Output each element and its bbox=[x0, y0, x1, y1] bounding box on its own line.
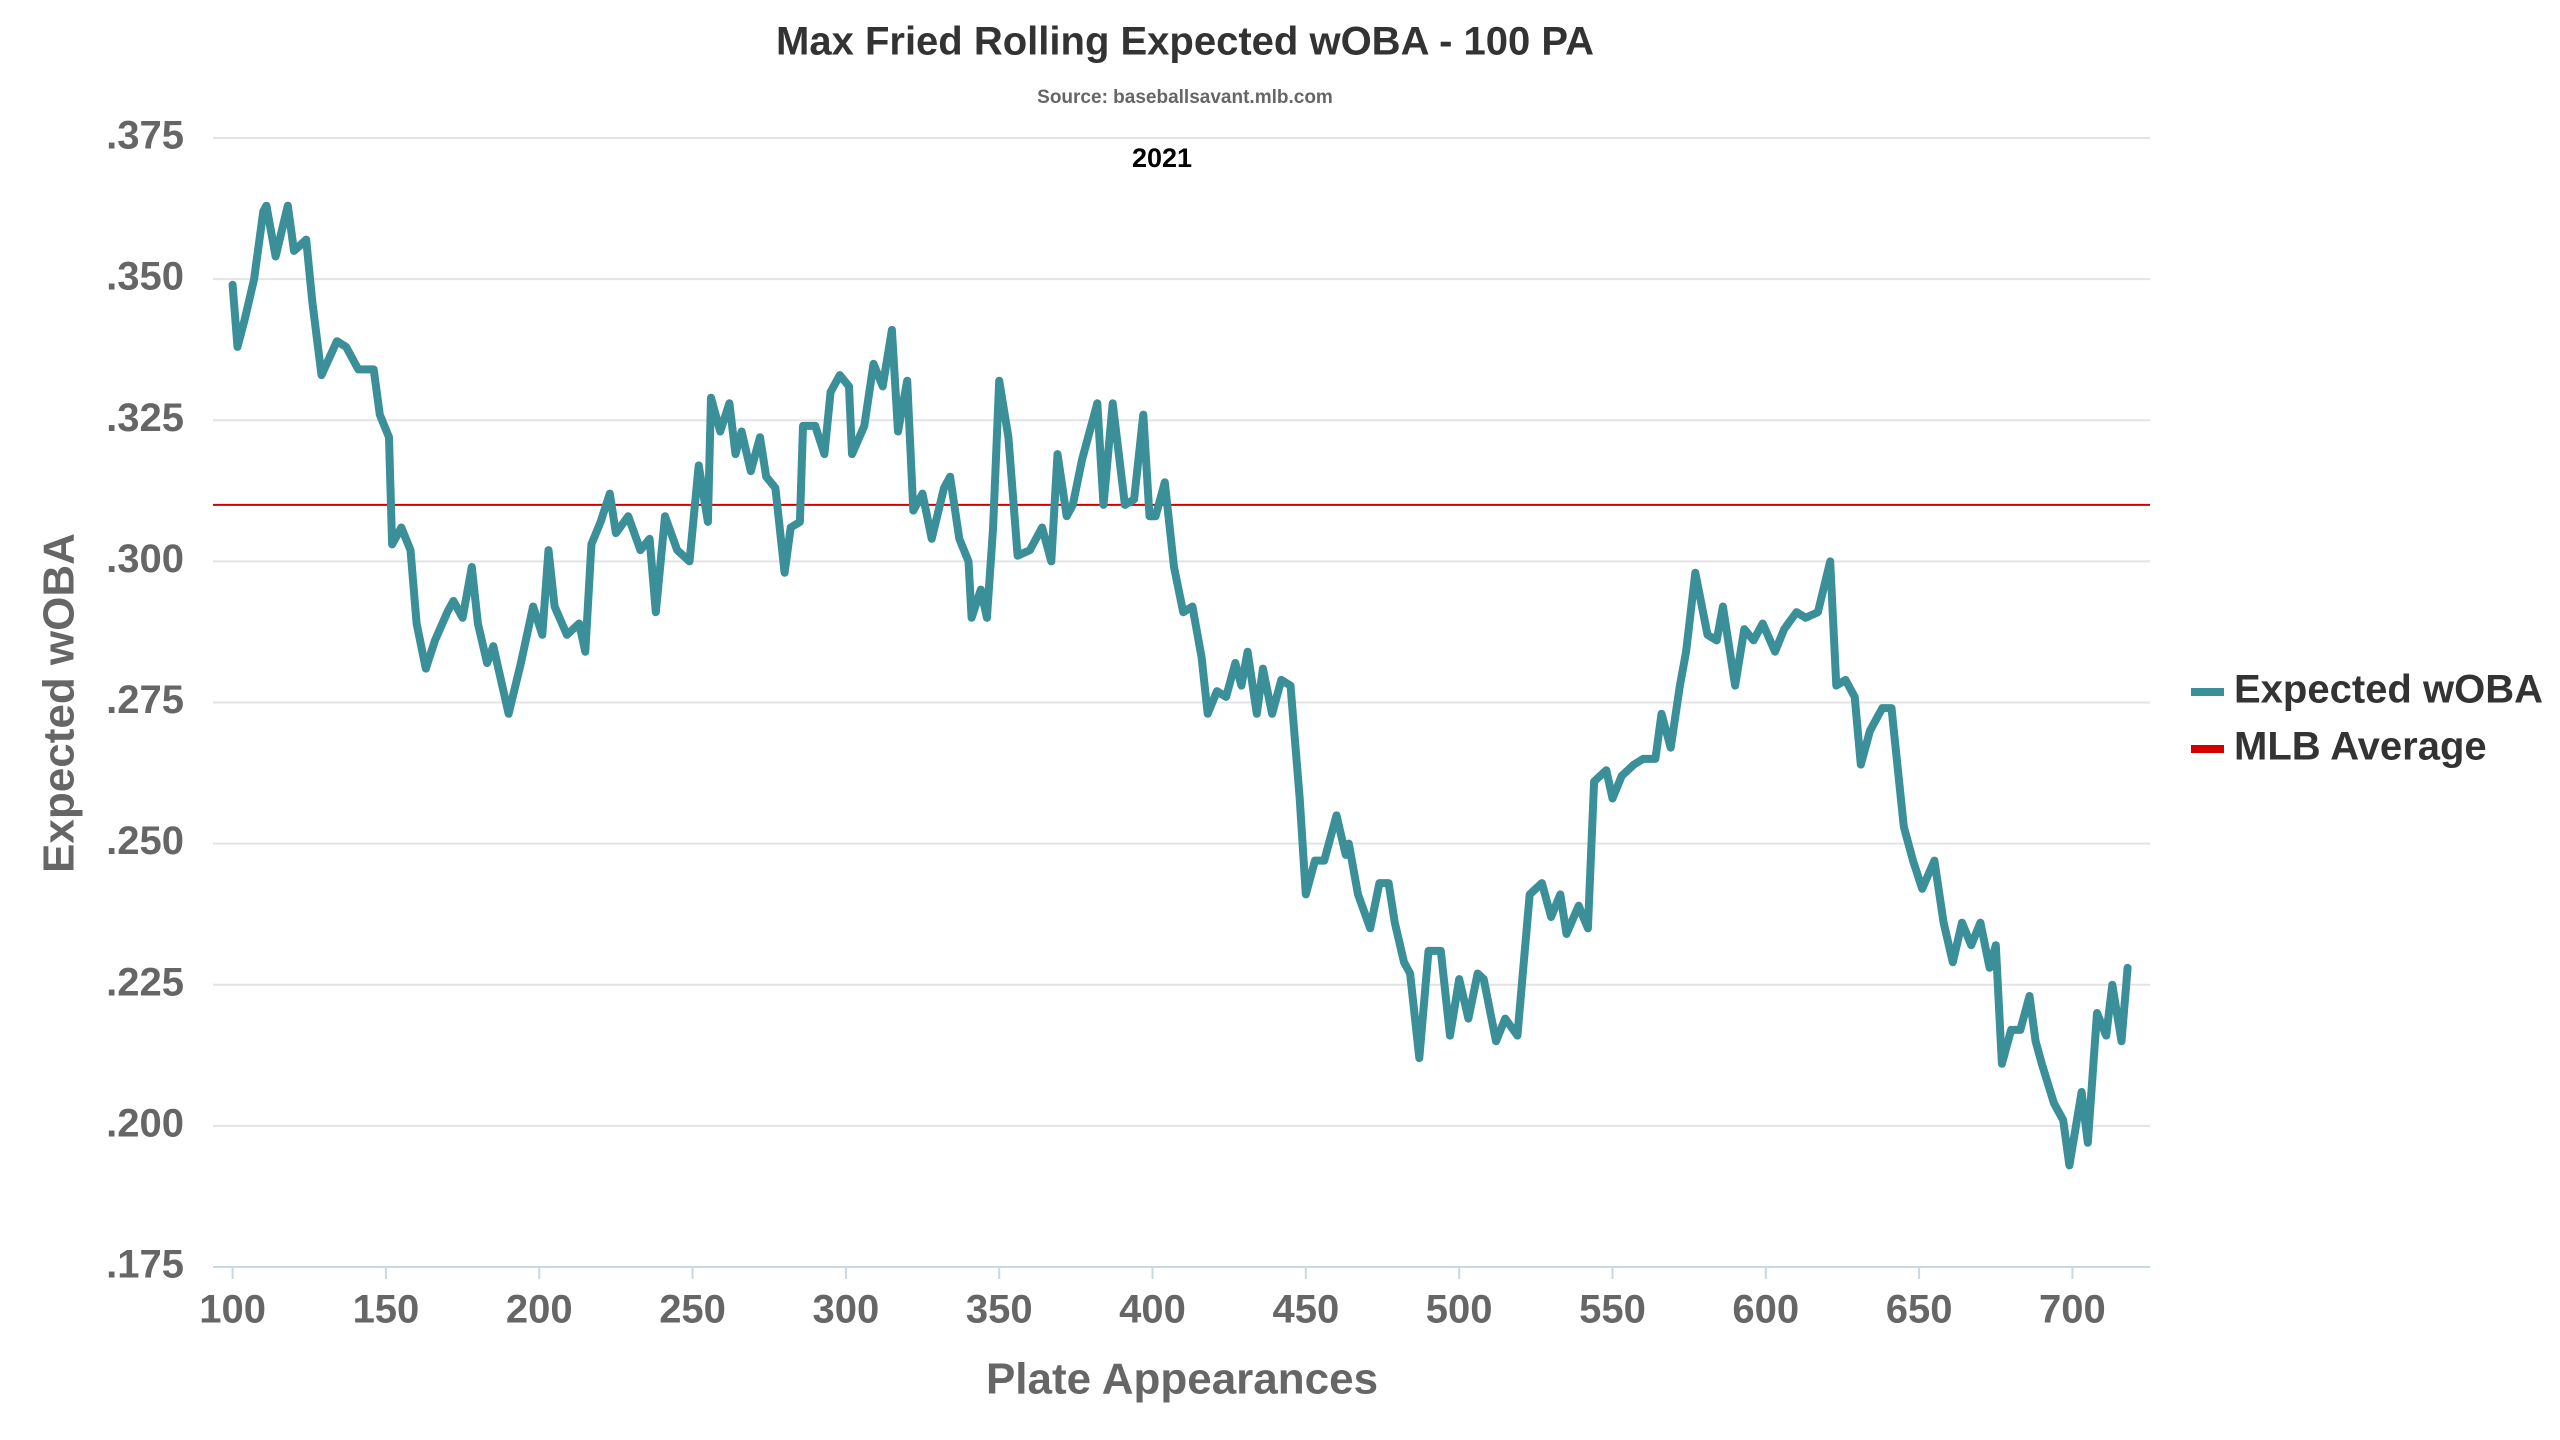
x-tick-label: 250 bbox=[659, 1288, 726, 1332]
x-tick-label: 200 bbox=[506, 1288, 573, 1332]
data-line bbox=[228, 201, 2132, 1170]
y-tick-label: .225 bbox=[106, 960, 184, 1004]
x-tick-label: 600 bbox=[1732, 1288, 1799, 1332]
chart-subtitle: Source: baseballsavant.mlb.com bbox=[1037, 87, 1333, 108]
chart-title: Max Fried Rolling Expected wOBA - 100 PA bbox=[776, 20, 1594, 64]
x-tick-label: 650 bbox=[1886, 1288, 1953, 1332]
y-tick-label: .275 bbox=[106, 678, 184, 722]
y-tick-label: .350 bbox=[106, 255, 184, 299]
legend-label: Expected wOBA bbox=[2234, 668, 2543, 712]
y-tick-label: .325 bbox=[106, 396, 184, 440]
x-tick-label: 500 bbox=[1426, 1288, 1493, 1332]
x-axis-label: Plate Appearances bbox=[986, 1355, 1378, 1404]
x-tick-label: 450 bbox=[1272, 1288, 1339, 1332]
x-tick-label: 100 bbox=[199, 1288, 266, 1332]
y-tick-label: .200 bbox=[106, 1101, 184, 1145]
x-tick-label: 400 bbox=[1119, 1288, 1186, 1332]
y-tick-label: .250 bbox=[106, 819, 184, 863]
annotation: 2021 bbox=[1132, 143, 1192, 173]
legend-label: MLB Average bbox=[2234, 725, 2487, 769]
x-tick-label: 300 bbox=[813, 1288, 880, 1332]
x-tick-label: 700 bbox=[2039, 1288, 2106, 1332]
x-tick-label: 350 bbox=[966, 1288, 1033, 1332]
x-tick-label: 150 bbox=[353, 1288, 420, 1332]
y-tick-label: .300 bbox=[106, 537, 184, 581]
y-tick-label: .375 bbox=[106, 114, 184, 158]
y-axis-label: Expected wOBA bbox=[35, 533, 84, 873]
x-tick-label: 550 bbox=[1579, 1288, 1646, 1332]
y-tick-label: .175 bbox=[106, 1243, 184, 1287]
